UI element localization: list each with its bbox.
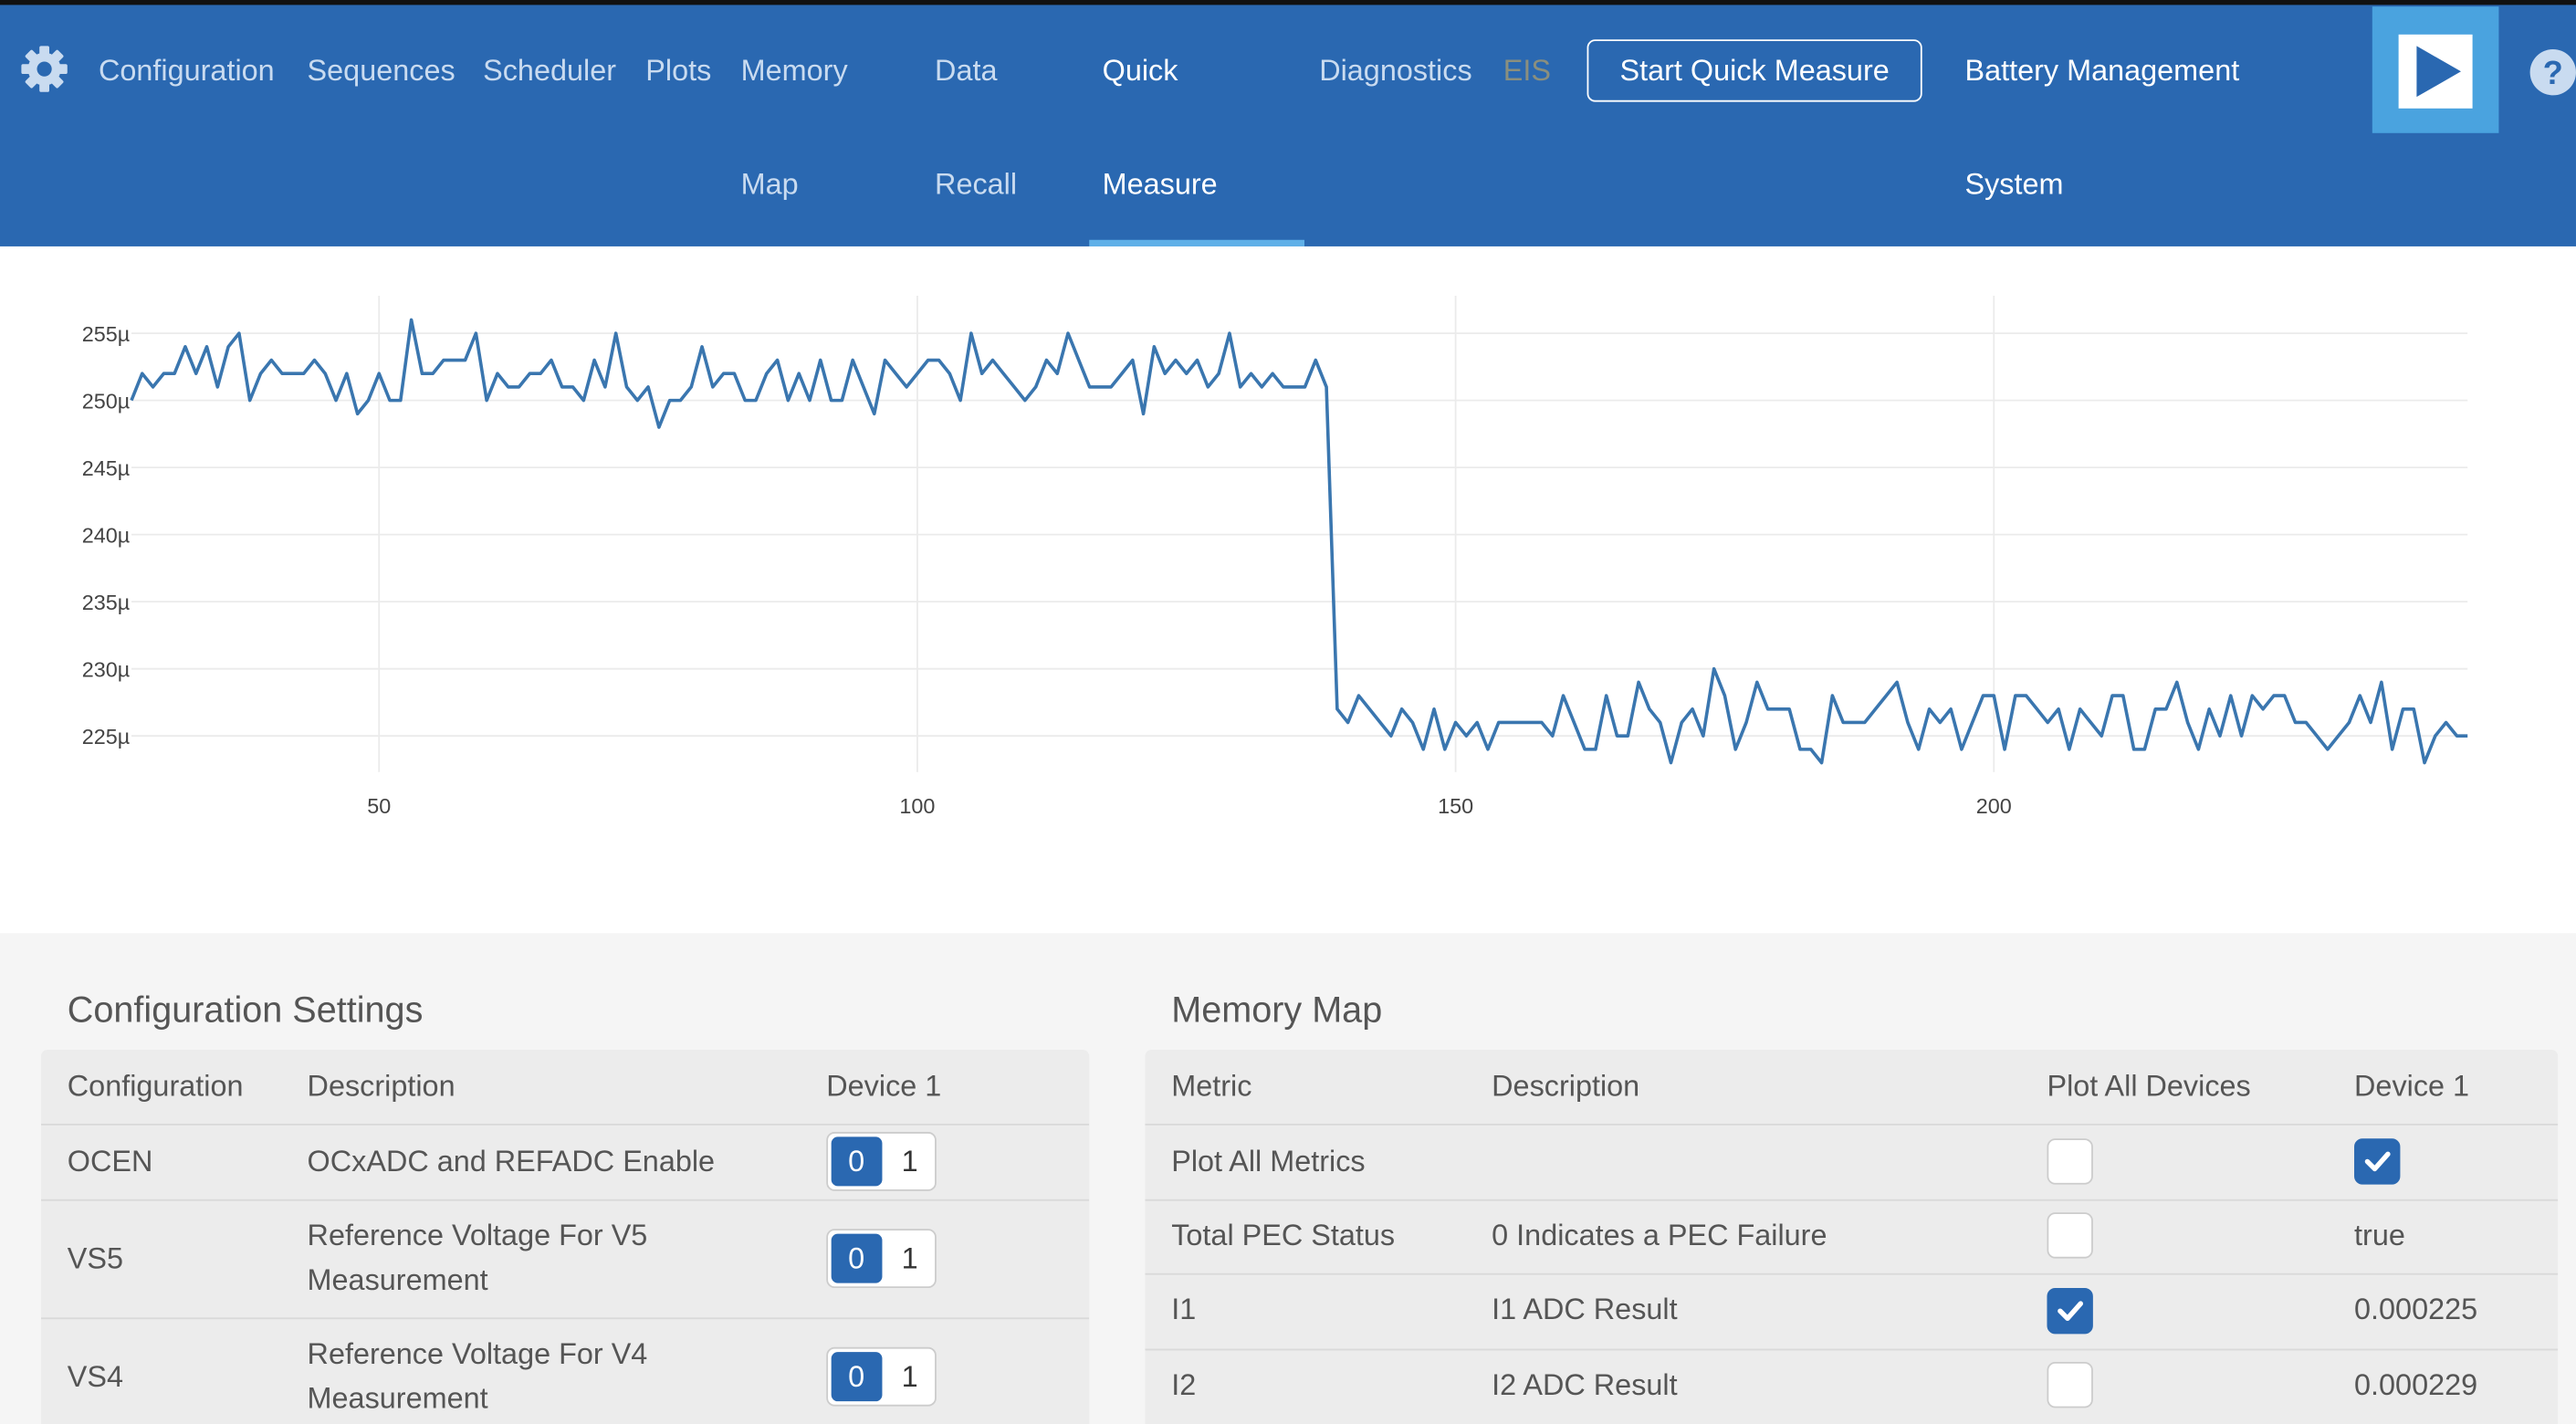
metric-description: I2 ADC Result [1492, 1368, 1678, 1402]
config-name: VS5 [67, 1241, 124, 1275]
nav-item[interactable]: Sequences [307, 54, 456, 88]
row-divider [40, 1124, 1090, 1126]
checkbox[interactable] [2047, 1212, 2093, 1259]
start-button[interactable]: Start Quick Measure [1586, 39, 1922, 102]
nav-item[interactable]: Diagnostics [1319, 54, 1472, 88]
toggle-option[interactable]: 1 [901, 1144, 918, 1178]
nav-item-active[interactable]: Measure [1102, 167, 1218, 201]
y-tick-label: 230µ [82, 658, 130, 682]
memory-table: Metric Description Plot All Devices Devi… [1145, 1050, 2559, 1424]
panel-title: Configuration Settings [67, 989, 424, 1031]
checkbox[interactable] [2354, 1138, 2401, 1185]
x-tick-label: 100 [899, 794, 935, 818]
metric-value: 0.000229 [2354, 1368, 2478, 1402]
config-description: Reference Voltage For V5 Measurement [307, 1219, 648, 1296]
nav-item[interactable]: Configuration [98, 54, 275, 88]
data-line [130, 318, 2468, 765]
play-button[interactable] [2372, 6, 2499, 133]
nav-item[interactable]: Memory [740, 54, 848, 88]
metric-value: true [2354, 1219, 2405, 1252]
svg-text:?: ? [2543, 54, 2563, 91]
column-header: Description [307, 1069, 456, 1103]
y-tick-label: 245µ [82, 456, 130, 480]
metric-description: 0 Indicates a PEC Failure [1492, 1219, 1827, 1252]
nav-item-active[interactable]: Quick [1102, 54, 1178, 88]
metric-name: I2 [1171, 1368, 1197, 1402]
config-description: Reference Voltage For V4 Measurement [307, 1336, 648, 1415]
nav-item[interactable]: System [1964, 167, 2064, 201]
nav-item[interactable]: Scheduler [483, 54, 617, 88]
column-header: Device 1 [826, 1069, 942, 1103]
column-header: Device 1 [2354, 1069, 2470, 1103]
column-header: Configuration [67, 1069, 244, 1103]
metric-name: I1 [1171, 1293, 1197, 1326]
metric-description: I1 ADC Result [1492, 1293, 1678, 1326]
nav-item[interactable]: Data [935, 54, 998, 88]
help-icon[interactable]: ? [2527, 46, 2576, 99]
metric-name: Total PEC Status [1171, 1219, 1396, 1252]
toggle-option[interactable]: 1 [901, 1359, 918, 1393]
y-tick-label: 240µ [82, 524, 130, 548]
checkbox[interactable] [2047, 1287, 2093, 1335]
checkbox[interactable] [2047, 1361, 2093, 1408]
active-underline [1089, 239, 1304, 246]
config-name: OCEN [67, 1145, 153, 1178]
row-divider [1145, 1199, 2559, 1201]
column-header: Metric [1171, 1069, 1252, 1103]
check-mark [2058, 1301, 2084, 1321]
panel-title: Memory Map [1171, 989, 1383, 1031]
row-divider [40, 1199, 1090, 1201]
nav-item-disabled: EIS [1503, 54, 1551, 88]
metric-name: Plot All Metrics [1171, 1145, 1366, 1178]
y-tick-label: 225µ [82, 725, 130, 749]
row-divider [1145, 1124, 2559, 1126]
column-header: Plot All Devices [2047, 1069, 2251, 1103]
y-tick-label: 255µ [82, 322, 130, 346]
nav-item[interactable]: Battery Management [1964, 54, 2240, 88]
toggle-option[interactable]: 0 [831, 1136, 882, 1187]
toggle-option[interactable]: 0 [831, 1352, 882, 1402]
metric-value: 0.000225 [2354, 1293, 2478, 1326]
row-divider [1145, 1348, 2559, 1351]
settings-icon[interactable] [20, 45, 69, 94]
checkbox[interactable] [2047, 1138, 2093, 1185]
row-divider [1145, 1272, 2559, 1275]
nav-item[interactable]: Map [740, 167, 799, 201]
x-tick-label: 200 [1976, 794, 2012, 818]
config-name: VS4 [67, 1360, 124, 1394]
nav-bar: Configuration Sequences Scheduler Plots … [0, 0, 2576, 246]
nav-item[interactable]: Plots [645, 54, 712, 88]
config-table: Configuration Description Device 1 OCEN … [40, 1050, 1090, 1424]
column-header: Description [1492, 1069, 1640, 1103]
check-mark [2364, 1151, 2391, 1172]
chart: 50 100 150 200 225µ 230µ 235µ 240µ 245µ 250µ 255µ [82, 295, 2468, 818]
toggle-option[interactable]: 0 [831, 1233, 882, 1283]
x-tick-label: 50 [367, 794, 391, 818]
play-icon [2398, 34, 2473, 109]
y-tick-label: 250µ [82, 390, 130, 414]
x-tick-label: 150 [1438, 794, 1473, 818]
chart-area: 50 100 150 200 225µ 230µ 235µ 240µ 245µ 250µ 255µ [0, 246, 2576, 934]
row-divider [40, 1317, 1090, 1320]
nav-item[interactable]: Recall [935, 167, 1018, 201]
y-tick-label: 235µ [82, 591, 130, 614]
config-description: OCxADC and REFADC Enable [307, 1145, 716, 1178]
toggle-option[interactable]: 1 [901, 1241, 918, 1274]
